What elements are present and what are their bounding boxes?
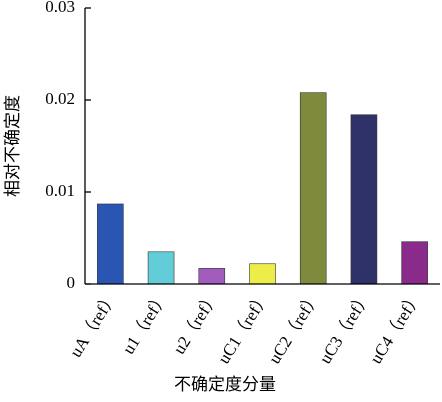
x-tick-label: uC2（ref）: [265, 288, 324, 367]
y-tick-label: 0.02: [45, 89, 75, 108]
x-tick-label: uC1（ref）: [214, 288, 273, 367]
y-tick-label: 0.01: [45, 181, 75, 200]
bar: [147, 251, 175, 285]
bar: [97, 203, 124, 285]
y-axis-label: 相对不确定度: [3, 95, 22, 197]
bar: [249, 263, 276, 285]
bar: [350, 114, 378, 285]
x-tick-label: uA（ref）: [66, 288, 121, 361]
x-tick-label: uC4（ref）: [366, 288, 425, 367]
y-tick-label: 0.03: [45, 0, 75, 16]
bar: [401, 241, 428, 285]
x-tick-label: u2（ref）: [169, 288, 222, 357]
bar: [198, 268, 226, 285]
x-tick-label: u1（ref）: [119, 288, 172, 357]
x-axis-label: 不确定度分量: [174, 375, 276, 394]
x-tick-label: uC3（ref）: [315, 288, 374, 367]
bar: [299, 92, 327, 285]
y-tick-label: 0: [67, 273, 76, 292]
